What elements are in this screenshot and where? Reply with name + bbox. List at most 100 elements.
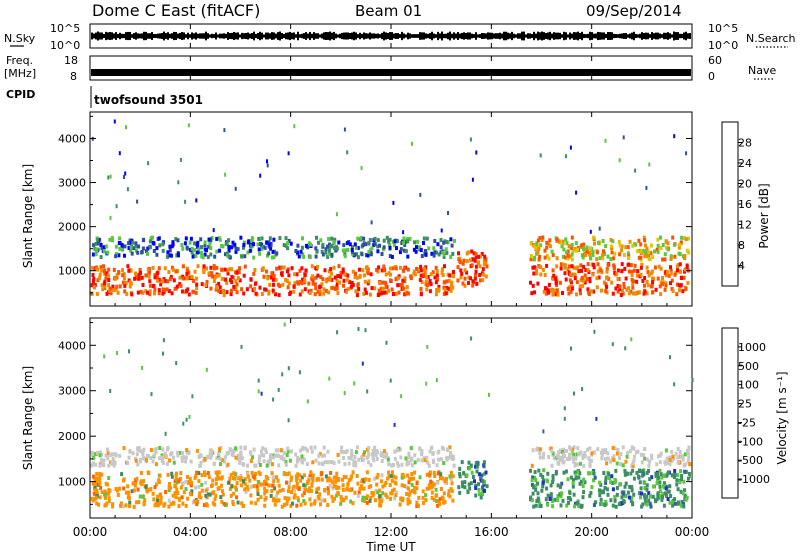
scatter-cell <box>392 463 395 468</box>
scatter-cell <box>242 291 246 296</box>
scatter-cell <box>309 242 312 247</box>
scatter-cell <box>682 463 686 468</box>
scatter-cell <box>121 273 125 278</box>
nsky-bar <box>131 34 133 38</box>
scatter-cell <box>365 470 369 475</box>
scatter-cell <box>437 287 441 292</box>
scatter-cell <box>362 291 366 296</box>
nsky-bar <box>521 31 523 41</box>
scatter-cell <box>288 458 292 463</box>
scatter-cell <box>234 455 238 460</box>
scatter-speckle <box>266 159 268 164</box>
scatter-cell <box>436 277 439 282</box>
scatter-cell <box>303 473 306 478</box>
scatter-cell <box>108 488 112 493</box>
scatter-cell <box>249 500 253 505</box>
scatter-cell <box>550 249 554 254</box>
scatter-cell <box>610 280 614 285</box>
scatter-cell <box>436 503 440 508</box>
scatter-speckle <box>184 199 187 204</box>
scatter-cell <box>441 476 445 481</box>
scatter-cell <box>370 491 374 495</box>
scatter-speckle <box>281 372 284 377</box>
scatter-cell <box>301 277 304 282</box>
scatter-cell <box>479 476 482 481</box>
scatter-cell <box>584 253 587 257</box>
scatter-cell <box>571 481 575 486</box>
scatter-cell <box>676 446 680 451</box>
scatter-cell <box>90 450 94 455</box>
scatter-cell <box>627 291 631 296</box>
scatter-speckle <box>266 163 269 168</box>
scatter-cell <box>254 291 258 296</box>
scatter-cell <box>676 473 680 478</box>
scatter-cell <box>645 457 649 462</box>
nsky-bar <box>101 32 103 40</box>
scatter-cell <box>630 445 634 450</box>
nsky-bar <box>621 33 623 39</box>
scatter-cell <box>531 283 535 288</box>
scatter-cell <box>331 498 335 503</box>
scatter-cell <box>196 499 200 504</box>
scatter-cell <box>276 490 280 495</box>
scatter-cell <box>568 278 572 283</box>
scatter-cell <box>177 479 181 484</box>
nsky-bar <box>471 33 473 39</box>
scatter-cell <box>276 498 280 503</box>
nsky-bar <box>195 32 197 40</box>
scatter-cell <box>620 262 624 267</box>
scatter-cell <box>375 456 379 461</box>
scatter-cell <box>117 486 121 491</box>
scatter-cell <box>160 453 164 458</box>
scatter-cell <box>479 254 483 259</box>
scatter-cell <box>308 291 312 295</box>
scatter-cell <box>445 251 449 255</box>
nsky-bar <box>393 33 395 39</box>
nsky-bar <box>295 34 297 38</box>
scatter-speckle <box>298 370 301 375</box>
scatter-cell <box>221 244 225 249</box>
scatter-cell <box>335 246 339 251</box>
nsky-bar <box>353 31 355 41</box>
scatter-cell <box>94 462 98 467</box>
scatter-cell <box>607 472 611 477</box>
scatter-cell <box>595 285 599 290</box>
scatter-cell <box>231 448 235 453</box>
y-tick-label: 1000 <box>58 265 86 278</box>
scatter-cell <box>222 293 226 298</box>
nsky-bar <box>369 32 371 40</box>
scatter-cell <box>126 264 130 269</box>
scatter-cell <box>286 472 290 477</box>
scatter-cell <box>197 494 201 499</box>
scatter-cell <box>257 247 261 252</box>
scatter-cell <box>637 474 640 479</box>
nsky-bar <box>615 34 617 38</box>
scatter-cell <box>111 502 115 507</box>
scatter-cell <box>112 267 116 272</box>
nsky-bar <box>151 32 153 40</box>
scatter-cell <box>386 457 390 462</box>
scatter-cell <box>352 463 356 467</box>
scatter-cell <box>462 258 466 263</box>
scatter-cell <box>140 481 144 486</box>
scatter-cell <box>530 478 534 483</box>
scatter-cell <box>384 492 388 497</box>
scatter-cell <box>686 451 690 456</box>
scatter-cell <box>286 285 290 290</box>
nsky-bar <box>417 34 419 38</box>
scatter-cell <box>679 454 683 459</box>
scatter-cell <box>651 494 655 499</box>
scatter-cell <box>243 445 247 450</box>
scatter-cell <box>381 491 385 496</box>
scatter-cell <box>447 492 450 497</box>
scatter-cell <box>119 503 123 508</box>
scatter-cell <box>313 499 317 504</box>
scatter-cell <box>439 487 443 491</box>
scatter-cell <box>291 501 294 506</box>
scatter-cell <box>667 470 670 475</box>
scatter-cell <box>383 483 387 488</box>
scatter-cell <box>378 243 382 248</box>
scatter-cell <box>530 463 534 468</box>
scatter-cell <box>484 274 488 279</box>
scatter-cell <box>529 280 532 285</box>
